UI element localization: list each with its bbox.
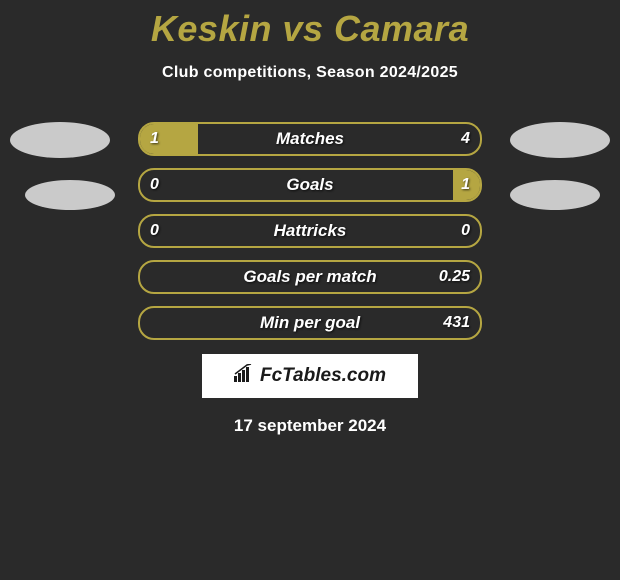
stat-row-hattricks: 0 Hattricks 0 — [138, 214, 482, 248]
stat-value-right: 431 — [443, 308, 470, 338]
player-right-ellipse-1 — [510, 122, 610, 158]
stat-value-right: 0 — [461, 216, 470, 246]
date-text: 17 september 2024 — [0, 416, 620, 436]
logo-text: FcTables.com — [260, 365, 386, 387]
player-right-ellipse-2 — [510, 180, 600, 210]
stat-bars: 1 Matches 4 0 Goals 1 0 Hattricks 0 — [138, 122, 482, 340]
stat-label: Goals — [140, 170, 480, 200]
stat-value-right: 0.25 — [439, 262, 470, 292]
logo: FcTables.com — [234, 364, 386, 388]
page-title: Keskin vs Camara — [0, 8, 620, 50]
stat-value-right: 4 — [461, 124, 470, 154]
stats-area: 1 Matches 4 0 Goals 1 0 Hattricks 0 — [0, 122, 620, 436]
stat-label: Matches — [140, 124, 480, 154]
stat-row-matches: 1 Matches 4 — [138, 122, 482, 156]
player-left-ellipse-2 — [25, 180, 115, 210]
stat-row-min-per-goal: Min per goal 431 — [138, 306, 482, 340]
stat-label: Goals per match — [140, 262, 480, 292]
chart-icon — [234, 364, 256, 388]
stat-value-right: 1 — [461, 170, 470, 200]
stat-row-goals: 0 Goals 1 — [138, 168, 482, 202]
player-left-ellipse-1 — [10, 122, 110, 158]
page-subtitle: Club competitions, Season 2024/2025 — [0, 64, 620, 82]
stat-label: Hattricks — [140, 216, 480, 246]
stat-row-goals-per-match: Goals per match 0.25 — [138, 260, 482, 294]
main-container: Keskin vs Camara Club competitions, Seas… — [0, 0, 620, 436]
logo-box: FcTables.com — [202, 354, 418, 398]
stat-label: Min per goal — [140, 308, 480, 338]
